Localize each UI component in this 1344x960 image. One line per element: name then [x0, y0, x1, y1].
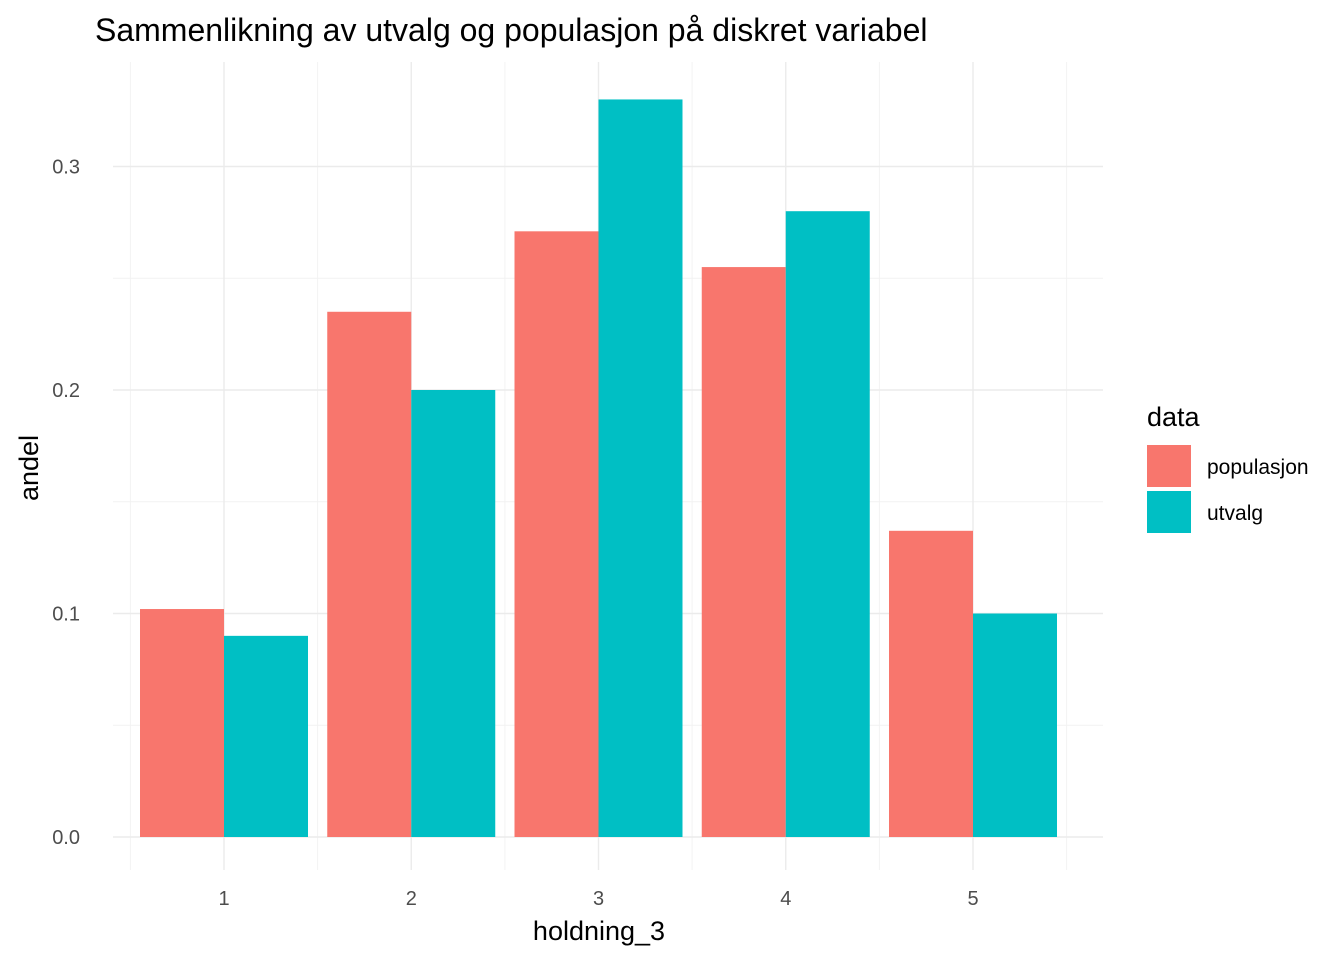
- legend-label-utvalg: utvalg: [1207, 502, 1263, 525]
- y-tick-label: 0.3: [52, 157, 80, 179]
- bars: [140, 99, 1057, 837]
- x-axis-title: holdning_3: [533, 916, 665, 946]
- bar-utvalg-4: [785, 211, 870, 837]
- bar-utvalg-1: [224, 635, 308, 837]
- bar-populasjon-5: [889, 530, 973, 837]
- x-tick-label: 5: [967, 888, 978, 910]
- legend-swatch-populasjon: [1147, 445, 1191, 487]
- chart-title: Sammenlikning av utvalg og populasjon på…: [95, 12, 927, 48]
- bar-utvalg-3: [598, 99, 683, 837]
- bar-utvalg-5: [973, 613, 1057, 837]
- x-tick-label: 2: [406, 888, 417, 910]
- x-tick-label: 1: [218, 888, 229, 910]
- y-axis-ticks: 0.0 0.1 0.2 0.3: [52, 157, 80, 850]
- bar-populasjon-1: [140, 609, 224, 837]
- bar-populasjon-2: [327, 311, 412, 837]
- legend-title: data: [1147, 402, 1201, 432]
- x-tick-label: 3: [593, 888, 604, 910]
- x-axis-ticks: 1 2 3 4 5: [218, 888, 978, 910]
- bar-utvalg-2: [411, 390, 496, 837]
- bar-populasjon-3: [514, 231, 599, 837]
- y-axis-title: andel: [14, 435, 44, 501]
- y-tick-label: 0.0: [52, 827, 80, 849]
- y-tick-label: 0.2: [52, 380, 80, 402]
- legend: data populasjon utvalg: [1147, 402, 1309, 533]
- y-tick-label: 0.1: [52, 604, 80, 626]
- legend-label-populasjon: populasjon: [1207, 456, 1309, 479]
- legend-swatch-utvalg: [1147, 491, 1191, 533]
- x-tick-label: 4: [780, 888, 791, 910]
- bar-populasjon-4: [701, 267, 786, 837]
